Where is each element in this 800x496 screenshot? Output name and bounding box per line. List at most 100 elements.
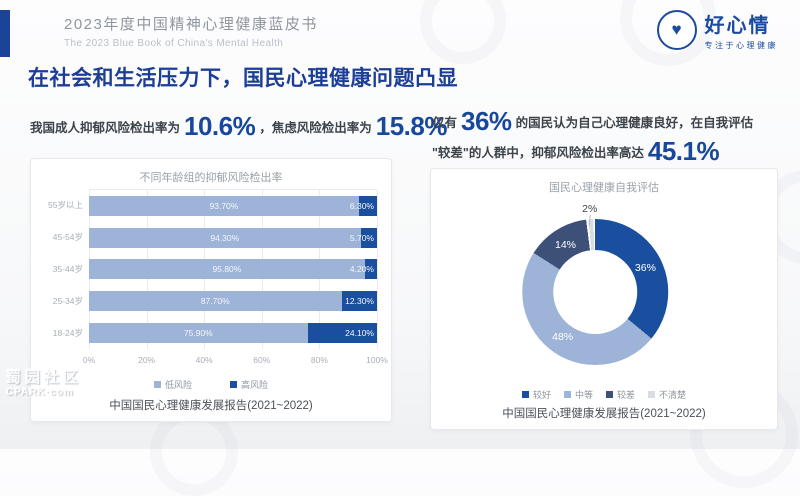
legend-swatch: [606, 391, 613, 398]
good-health-percent-value: 36%: [461, 106, 512, 136]
bar-segment-high-risk: [360, 227, 377, 248]
bar-value-label-low: 93.70%: [209, 200, 239, 211]
legend-label: 较好: [532, 390, 551, 400]
legend-swatch: [648, 391, 656, 398]
bar-segment-high-risk: [307, 323, 377, 344]
brand-name: 好心情: [704, 15, 771, 37]
stat-text: 的国民认为自己心理健康良好，在自我评估: [515, 115, 754, 130]
legend-item: 低风险: [153, 378, 192, 391]
left-stat-sentence: 我国成人抑郁风险检出率为 10.6% ，焦虑风险检出率为 15.8%: [30, 113, 451, 139]
donut-chart-card: 国民心理健康自我评估 2% 36% 48% 14% 较好 中等 较差 不清楚 中国国民心理…: [430, 168, 778, 430]
bar-segment-low-risk: [89, 227, 361, 248]
anxiety-rate-value: 15.8%: [375, 111, 448, 141]
bar-category-label: 35-44岁: [52, 263, 83, 274]
bar-segment-low-risk: [89, 323, 308, 344]
donut-chart-source-caption: 中国国民心理健康发展报告(2021~2022): [502, 408, 706, 420]
heart-icon: ♥: [656, 10, 697, 50]
bar-chart-source-caption: 中国国民心理健康发展报告(2021~2022): [109, 400, 313, 412]
bar-category-label: 45-54岁: [52, 231, 83, 242]
brand-logo: ♥ 好心情 专注于心理健康: [656, 9, 779, 51]
bar-segment-low-risk: [89, 291, 342, 312]
bar-value-label-high: 4.20%: [349, 264, 374, 275]
header-accent-bar: [0, 10, 10, 57]
bar-track: 95.80% 4.20%: [89, 259, 377, 280]
legend-swatch: [521, 391, 529, 398]
legend-swatch: [563, 391, 571, 398]
bar-segment-high-risk: [358, 195, 377, 216]
legend-item: 不清楚: [648, 388, 686, 401]
gridline: [377, 190, 378, 349]
legend-label: 较差: [617, 390, 636, 400]
legend-swatch: [230, 381, 237, 388]
bar-segment-high-risk: [364, 259, 377, 280]
legend-label: 中等: [574, 390, 593, 400]
bar-chart-title: 不同年龄组的抑郁风险检出率: [139, 172, 283, 184]
bar-category-label: 25-34岁: [52, 295, 83, 306]
bar-segment-low-risk: [89, 195, 359, 216]
pie-slice-label: 36%: [634, 262, 656, 275]
bar-category-label: 18-24岁: [52, 327, 83, 338]
bar-track: 94.30% 5.70%: [89, 227, 377, 248]
x-axis: 0% 20% 40% 60% 80% 100%: [83, 355, 388, 367]
bar-row: 95.80% 4.20%: [89, 254, 377, 286]
bar-segment-high-risk: [341, 291, 377, 312]
poor-group-depression-value: 45.1%: [647, 136, 720, 166]
stat-text: "较差"的人群中，抑郁风险检出率高达: [432, 145, 644, 160]
page-title: 在社会和生活压力下，国民心理健康问题凸显: [28, 67, 458, 90]
bar-legend: 低风险 高风险: [31, 378, 391, 391]
x-axis-tick: 20%: [138, 355, 156, 365]
watermark-text: 蜀园社区: [6, 369, 83, 386]
bar-value-label-high: 5.70%: [349, 232, 374, 243]
right-stat-line2: "较差"的人群中，抑郁风险检出率高达 45.1%: [432, 138, 723, 164]
x-axis-tick: 40%: [195, 355, 213, 365]
x-axis-tick: 0%: [82, 355, 96, 365]
bar-value-label-low: 94.30%: [210, 232, 240, 243]
legend-item: 中等: [563, 388, 593, 401]
bar-track: 75.90% 24.10%: [89, 323, 377, 344]
stat-text: 仅有: [432, 115, 458, 130]
legend-item: 较好: [521, 388, 551, 401]
background-watermark-ring: [420, 0, 506, 64]
bar-row: 75.90% 24.10%: [89, 317, 377, 349]
pie-slice-label-unclear: 2%: [582, 203, 598, 215]
depression-rate-value: 10.6%: [184, 111, 256, 141]
brand-text: 好心情 专注于心理健康: [705, 9, 779, 51]
bar-categories: 55岁以上 45-54岁 35-44岁 25-34岁 18-24岁: [43, 189, 89, 349]
bar-value-label-high: 6.30%: [349, 200, 374, 211]
legend-label: 低风险: [164, 380, 192, 390]
donut-chart-title: 国民心理健康自我评估: [549, 182, 659, 194]
report-subtitle: The 2023 Blue Book of China's Mental Hea…: [64, 38, 284, 49]
legend-swatch: [153, 381, 161, 388]
x-axis-tick: 60%: [253, 355, 271, 365]
report-title: 2023年度中国精神心理健康蓝皮书: [64, 16, 318, 33]
bar-track: 93.70% 6.30%: [89, 195, 377, 216]
bar-plot: 93.70% 6.30% 94.30% 5.70% 95.80% 4.20% 87.70% 1…: [89, 189, 378, 349]
bar-value-label-low: 95.80%: [212, 264, 242, 275]
watermark-url: CPARK·com: [6, 387, 74, 398]
stat-text: ，焦虑风险检出率为: [259, 120, 372, 135]
stat-text: 我国成人抑郁风险检出率为: [30, 120, 181, 135]
right-stat-line1: 仅有 36% 的国民认为自己心理健康良好，在自我评估: [432, 108, 753, 134]
legend-label: 高风险: [241, 380, 269, 390]
x-axis-tick: 80%: [310, 355, 328, 365]
bar-category-label: 55岁以上: [48, 199, 83, 210]
bar-value-label-low: 87.70%: [200, 296, 230, 307]
legend-label: 不清楚: [659, 390, 687, 400]
site-watermark: 蜀园社区 CPARK·com: [6, 366, 82, 398]
bar-chart-card: 不同年龄组的抑郁风险检出率 55岁以上 45-54岁 35-44岁 25-34岁 18-…: [30, 158, 392, 422]
x-axis-tick: 100%: [366, 355, 388, 365]
donut-chart: 2% 36% 48% 14%: [522, 203, 669, 365]
bar-track: 87.70% 12.30%: [89, 291, 377, 312]
bar-chart: 55岁以上 45-54岁 35-44岁 25-34岁 18-24岁 93.70% 6.30…: [43, 189, 378, 349]
donut-hole: [553, 250, 638, 334]
bar-row: 93.70% 6.30%: [89, 190, 377, 222]
legend-item: 高风险: [230, 378, 268, 391]
pie-slice-label: 48%: [552, 330, 574, 343]
bar-row: 87.70% 12.30%: [89, 285, 377, 317]
pie-slice-label: 14%: [554, 239, 577, 252]
donut-legend: 较好 中等 较差 不清楚: [431, 388, 777, 401]
bar-value-label-high: 24.10%: [345, 328, 374, 339]
bar-value-label-low: 75.90%: [183, 328, 213, 339]
brand-tagline: 专注于心理健康: [704, 41, 778, 50]
bar-value-label-high: 12.30%: [345, 296, 374, 307]
